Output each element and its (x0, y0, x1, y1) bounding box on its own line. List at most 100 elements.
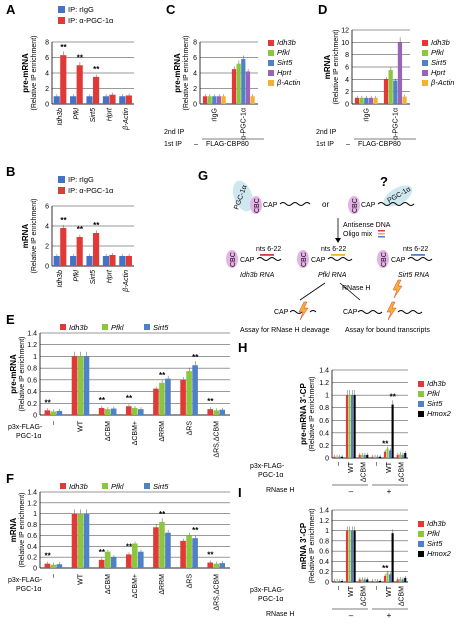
bar (109, 255, 116, 266)
bar (351, 530, 354, 582)
bar (340, 456, 343, 458)
y-tick-label: 0.2 (27, 555, 37, 562)
rna-strand-4 (289, 310, 303, 314)
bolt-icon-3 (386, 301, 397, 321)
bar (386, 448, 389, 458)
x-tick-label: ΔRRM (159, 421, 166, 442)
bar (353, 530, 356, 582)
y-tick-label: 8 (345, 52, 349, 59)
y-tick-label: 0.4 (27, 544, 37, 551)
y-tick-label: 1.4 (27, 490, 37, 497)
x-tick-label: ΔCBM (361, 586, 368, 606)
bar (401, 454, 404, 458)
chart-c: 0 2 4 6 8 pre-mRNA (Relative IP enrichment) Idh… (164, 36, 300, 148)
x-tick-label: β-Actin (123, 108, 130, 131)
chart-e: 0 0.2 0.4 0.6 0.8 1 1.2 1.4 pre-mRNA (Relative IP… (8, 323, 230, 458)
rna-strand-1 (256, 257, 282, 261)
bar (361, 454, 364, 458)
bar (358, 579, 361, 582)
cbc-label-2: CBC (301, 252, 308, 267)
y-axis-subtitle: (Relative IP enrichment) (31, 36, 38, 111)
bar (159, 521, 165, 568)
bar (345, 395, 349, 458)
bar (165, 378, 171, 415)
bar (53, 96, 60, 104)
rnaseh-sign: + (387, 611, 392, 620)
bar (353, 395, 356, 458)
y-tick-label: 0.6 (27, 533, 37, 540)
bar (241, 59, 246, 104)
pgc-blob-left (232, 180, 254, 212)
bar (119, 256, 126, 266)
y-tick-label: 0 (33, 566, 37, 573)
x-tick-label: WT (78, 420, 85, 432)
legend-label: β-Actin (276, 78, 300, 87)
bar (125, 256, 132, 266)
rna-fragment-5 (397, 310, 423, 314)
y-tick-label: 1.4 (319, 508, 329, 515)
legend-label: IP: α-PGC-1α (68, 16, 114, 25)
dash-label: – (346, 141, 350, 148)
bar (56, 410, 63, 415)
legend-swatch (268, 70, 274, 76)
y-tick-label: 1.4 (319, 368, 329, 375)
bar (351, 395, 354, 458)
bar (348, 530, 351, 582)
x-tick-label: ΔRS,ΔCBM (213, 574, 220, 611)
chart-a: 0 2 4 6 8 pre-mRNA (Relative IP enrichment) ** *… (21, 5, 134, 131)
y-tick-label: 1 (325, 528, 329, 535)
rnaseh-label: RNase H (266, 487, 294, 494)
x-tick-label: Idh3b (57, 108, 64, 126)
legend-label: Sirt5 (153, 323, 169, 332)
legend-label: Pfkl (111, 482, 124, 491)
legend-label: Hmox2 (427, 549, 452, 558)
bar (348, 395, 351, 458)
bar (404, 452, 407, 458)
legend-label: Pfkl (431, 48, 444, 57)
bar (383, 451, 387, 458)
rnaseh-label: RNase H (266, 611, 294, 618)
significance-stars: ** (60, 216, 67, 225)
bar (102, 96, 109, 104)
construct-label: p3x-FLAG- (8, 424, 43, 431)
bar (219, 409, 226, 415)
x-tick-label: ΔCBM (399, 586, 406, 606)
y-tick-label: 1.4 (27, 331, 37, 338)
bar (402, 96, 407, 104)
bar (216, 96, 222, 104)
legend-swatch (102, 324, 108, 330)
bar (383, 79, 389, 104)
y-axis-title: mRNA (323, 55, 332, 80)
bar (165, 532, 171, 568)
y-tick-label: 0.4 (319, 430, 329, 437)
significance-stars: ** (77, 53, 84, 62)
chart-i: 0 0.2 0.4 0.6 0.8 1 1.2 1.4 mRNA 3′-CP (Relative … (250, 508, 452, 621)
cap-label-3: CAP (391, 257, 406, 264)
y-tick-label: 12 (341, 28, 349, 35)
bar (393, 80, 398, 104)
bar (138, 551, 144, 568)
legend-label: Hprt (431, 68, 446, 77)
y-tick-label: 0.6 (319, 549, 329, 556)
legend-label: Hmox2 (427, 409, 452, 418)
bar (119, 96, 126, 104)
arrow-split-right (339, 282, 361, 301)
legend-swatch (418, 551, 424, 557)
y-axis-subtitle: (Relative IP enrichment) (183, 36, 190, 111)
arrow-split-left (299, 282, 326, 301)
bar (207, 562, 214, 568)
bar (50, 564, 57, 568)
bar (391, 404, 394, 458)
significance-stars: ** (93, 65, 100, 74)
construct-label: p3x-FLAG- (250, 587, 285, 594)
y-tick-label: 1.2 (27, 500, 37, 507)
bar (86, 96, 93, 104)
legend-swatch (418, 411, 424, 417)
y-tick-label: 1 (33, 511, 37, 518)
panel-letter-a: A (6, 2, 16, 17)
legend-label: Pfkl (111, 323, 124, 332)
significance-stars: ** (390, 393, 397, 402)
legend-label: Idh3b (69, 482, 88, 491)
bolt-icon-1 (392, 279, 403, 299)
